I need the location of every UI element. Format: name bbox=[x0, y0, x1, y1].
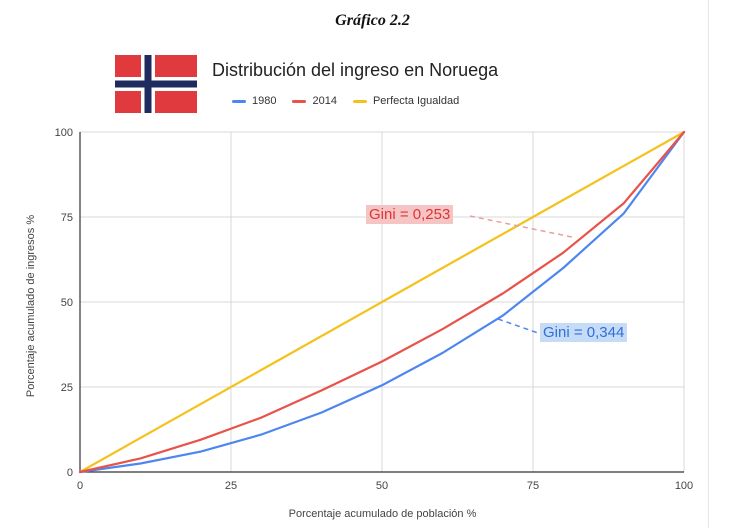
series-line-2014 bbox=[78, 130, 686, 474]
legend-item-1980: 1980 bbox=[232, 95, 276, 107]
y-tick-label: 25 bbox=[61, 382, 73, 394]
legend-swatch-1980 bbox=[232, 99, 246, 103]
legend-label-2014: 2014 bbox=[312, 95, 337, 107]
x-axis-title: Porcentaje acumulado de población % bbox=[288, 508, 477, 520]
gini-1980-leader-line bbox=[497, 318, 539, 334]
chart-title: Distribución del ingreso en Noruega bbox=[212, 60, 499, 80]
legend-label-equality: Perfecta Igualdad bbox=[372, 95, 460, 107]
x-tick-label: 75 bbox=[527, 480, 539, 492]
legend-swatch-equality bbox=[352, 99, 367, 103]
y-tick-label: 50 bbox=[61, 297, 73, 309]
legend-label-1980: 1980 bbox=[252, 95, 277, 107]
x-tick-label: 100 bbox=[675, 480, 693, 492]
legend-item-2014: 2014 bbox=[292, 95, 337, 107]
gini-2014-annotation: Gini = 0,253 bbox=[366, 205, 454, 224]
legend: 1980 2014 Perfecta Igualdad bbox=[232, 95, 475, 107]
gini-1980-annotation: Gini = 0,344 bbox=[540, 323, 628, 342]
norway-flag-icon bbox=[115, 55, 197, 113]
legend-item-equality: Perfecta Igualdad bbox=[352, 95, 460, 107]
figure-caption: Gráfico 2.2 bbox=[335, 12, 410, 29]
y-tick-label: 100 bbox=[55, 127, 73, 139]
legend-swatch-2014 bbox=[292, 99, 307, 103]
series-line-perfecta-igualdad bbox=[78, 130, 686, 474]
x-tick-label: 0 bbox=[77, 480, 83, 492]
x-tick-label: 50 bbox=[376, 480, 388, 492]
gini-2014-leader-line bbox=[469, 215, 573, 238]
y-tick-label: 75 bbox=[61, 212, 73, 224]
y-tick-label: 0 bbox=[67, 467, 73, 479]
y-axis-title: Porcentaje acumulado de ingresos % bbox=[25, 214, 37, 398]
x-tick-label: 25 bbox=[225, 480, 237, 492]
page-border bbox=[708, 0, 709, 528]
series-line-1980 bbox=[78, 130, 686, 474]
